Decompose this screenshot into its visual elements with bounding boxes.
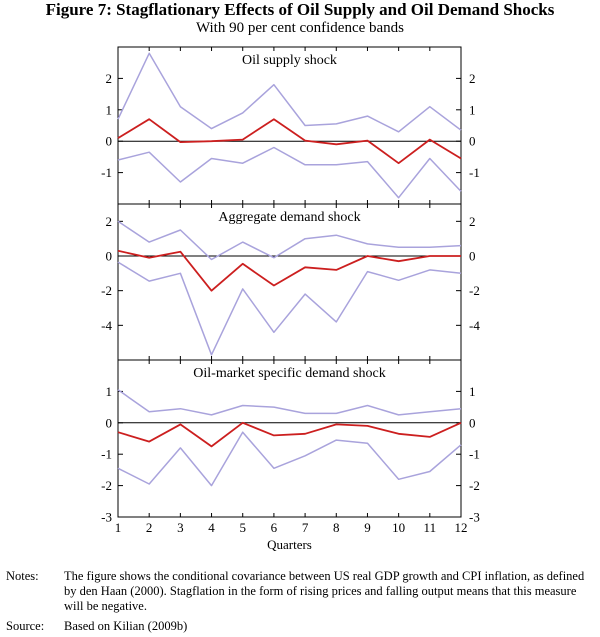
y-tick-label-right: 1 bbox=[469, 102, 476, 117]
y-tick-label-right: 0 bbox=[469, 415, 476, 430]
x-tick-label: 4 bbox=[208, 520, 215, 535]
figure-title: Figure 7: Stagflationary Effects of Oil … bbox=[45, 0, 555, 19]
y-tick-label-left: 1 bbox=[106, 102, 113, 117]
x-tick-label: 1 bbox=[115, 520, 122, 535]
lower-band-line bbox=[117, 431, 462, 487]
y-tick-label-left: -2 bbox=[101, 283, 112, 298]
y-tick-label-left: -4 bbox=[101, 318, 112, 333]
y-tick-label-right: 0 bbox=[469, 134, 476, 149]
y-tick-label-right: 2 bbox=[469, 214, 476, 229]
x-tick-label: 9 bbox=[364, 520, 371, 535]
panel-frame bbox=[117, 359, 462, 518]
x-tick-label: 8 bbox=[333, 520, 340, 535]
upper-band-line bbox=[117, 52, 462, 133]
panel-2: -4 -4 -2 -2 0 0 2 2 Aggregate demand shock bbox=[101, 203, 480, 361]
y-tick-label-left: 2 bbox=[106, 214, 113, 229]
y-tick-label-right: 2 bbox=[469, 71, 476, 86]
upper-band-line bbox=[117, 389, 462, 416]
x-tick-label: 12 bbox=[455, 520, 468, 535]
upper-band-line bbox=[117, 220, 462, 261]
x-tick-label: 5 bbox=[239, 520, 246, 535]
y-tick-label-right: -1 bbox=[469, 447, 480, 462]
y-tick-label-right: -1 bbox=[469, 165, 480, 180]
y-tick-label-right: 1 bbox=[469, 384, 476, 399]
x-axis-label: Quarters bbox=[267, 537, 312, 552]
x-tick-label: 11 bbox=[424, 520, 437, 535]
estimate-line bbox=[117, 421, 462, 448]
y-tick-label-right: -2 bbox=[469, 283, 480, 298]
panel-frame bbox=[117, 46, 462, 205]
x-tick-label: 7 bbox=[302, 520, 309, 535]
y-tick-label-left: -1 bbox=[101, 447, 112, 462]
panel-frame bbox=[117, 203, 462, 361]
y-tick-label-left: 0 bbox=[106, 134, 113, 149]
panel-1: -1 -1 0 0 1 1 2 2 Oil supply shock bbox=[101, 46, 480, 205]
y-tick-label-left: -2 bbox=[101, 478, 112, 493]
y-tick-label-left: -3 bbox=[101, 510, 112, 525]
y-tick-label-right: -4 bbox=[469, 318, 480, 333]
estimate-line bbox=[117, 249, 461, 292]
y-tick-label-left: 0 bbox=[106, 415, 113, 430]
source-text: Based on Kilian (2009b) bbox=[64, 619, 188, 633]
y-tick-label-left: 0 bbox=[106, 249, 113, 264]
y-tick-label-left: -1 bbox=[101, 165, 112, 180]
notes-label: Notes: bbox=[6, 569, 39, 583]
x-tick-label: 2 bbox=[146, 520, 153, 535]
x-tick-label: 6 bbox=[271, 520, 278, 535]
source-label: Source: bbox=[6, 619, 45, 633]
notes-text: The figure shows the conditional covaria… bbox=[64, 569, 585, 613]
y-tick-label-right: -3 bbox=[469, 510, 480, 525]
lower-band-line bbox=[117, 261, 462, 356]
panel-title: Oil-market specific demand shock bbox=[193, 366, 385, 381]
x-tick-label: 10 bbox=[392, 520, 405, 535]
panel-title: Aggregate demand shock bbox=[218, 210, 360, 225]
x-tick-label: 3 bbox=[177, 520, 184, 535]
y-tick-label-left: 1 bbox=[106, 384, 113, 399]
lower-band-line bbox=[117, 146, 462, 199]
estimate-line bbox=[117, 118, 462, 165]
figure-subtitle: With 90 per cent confidence bands bbox=[195, 20, 405, 36]
y-tick-label-right: -2 bbox=[469, 478, 480, 493]
y-tick-label-left: 2 bbox=[106, 71, 113, 86]
y-tick-label-right: 0 bbox=[469, 249, 476, 264]
panel-title: Oil supply shock bbox=[242, 53, 337, 68]
